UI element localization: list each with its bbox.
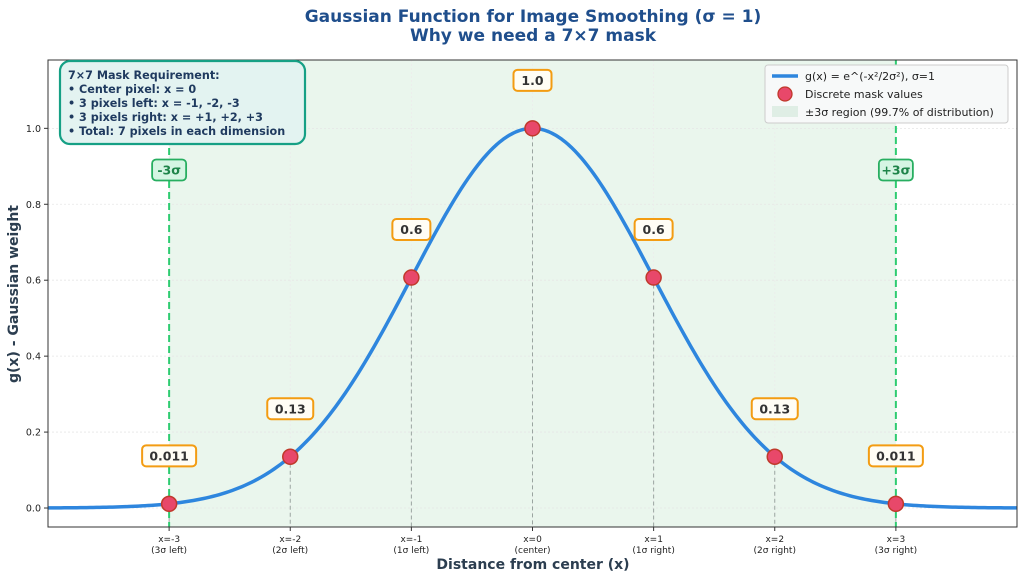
mask-point xyxy=(160,495,178,513)
chart-subtitle: Why we need a 7×7 mask xyxy=(410,26,657,46)
mask-point xyxy=(766,448,783,466)
value-label-box xyxy=(867,444,924,468)
info-box-line: • 3 pixels left: x = -1, -2, -3 xyxy=(68,97,240,110)
y-tick-label: 1.0 xyxy=(26,124,41,135)
info-box: 7×7 Mask Requirement:• Center pixel: x =… xyxy=(58,59,307,146)
mask-point xyxy=(887,495,905,513)
sigma-label: +3σ xyxy=(877,158,914,182)
info-box-line: • Total: 7 pixels in each dimension xyxy=(68,125,285,138)
legend-points-swatch xyxy=(777,86,793,102)
legend-frame xyxy=(764,64,1009,124)
y-tick-label: 0.2 xyxy=(26,428,41,439)
value-label-box xyxy=(512,68,553,92)
legend-points-label: Discrete mask values xyxy=(805,88,923,101)
value-label: 0.6 xyxy=(391,218,432,242)
value-label-box xyxy=(141,444,198,468)
y-tick-label: 0.0 xyxy=(26,504,41,515)
y-tick-label: 0.4 xyxy=(26,352,41,363)
y-axis-label: g(x) - Gaussian weight xyxy=(6,205,22,383)
x-tick-sublabel: (center) xyxy=(515,546,551,556)
mask-point xyxy=(282,448,299,466)
x-tick-sublabel: (3σ left) xyxy=(151,546,187,556)
value-label-text: 0.6 xyxy=(643,222,665,237)
x-tick-label: x=2 xyxy=(765,535,784,545)
mask-point xyxy=(524,120,541,137)
legend-region-label: ±3σ region (99.7% of distribution) xyxy=(805,106,994,119)
value-label-text: 1.0 xyxy=(521,73,543,88)
value-label-box xyxy=(391,218,432,242)
x-tick-sublabel: (1σ right) xyxy=(632,546,674,556)
x-tick-sublabel: (1σ left) xyxy=(393,546,429,556)
sigma-label-text: +3σ xyxy=(881,163,910,178)
sigma-label: -3σ xyxy=(151,158,188,182)
value-label: 0.13 xyxy=(266,397,315,421)
value-label-text: 0.6 xyxy=(400,222,422,237)
mask-point xyxy=(403,269,420,286)
sigma-label-box xyxy=(877,158,914,182)
legend-curve-label: g(x) = e^(-x²/2σ²), σ=1 xyxy=(805,70,935,83)
info-box-line: 7×7 Mask Requirement: xyxy=(68,69,220,82)
info-box-line: • 3 pixels right: x = +1, +2, +3 xyxy=(68,111,263,124)
sigma-label-text: -3σ xyxy=(157,163,181,178)
info-box-line: • Center pixel: x = 0 xyxy=(68,83,196,96)
x-tick-sublabel: (2σ left) xyxy=(272,546,308,556)
x-axis-label: Distance from center (x) xyxy=(436,557,629,573)
x-tick-label: x=-2 xyxy=(279,535,301,545)
plot-area: 0.011 0.13 0.6 1.0 0.6 0.13 0.011 -3σ +3σ 0.0 0.2 0… xyxy=(26,59,1018,556)
y-tick-label: 0.8 xyxy=(26,200,41,211)
x-tick-sublabel: (2σ right) xyxy=(754,546,796,556)
value-label-text: 0.011 xyxy=(876,448,916,463)
x-tick-label: x=1 xyxy=(644,535,663,545)
x-tick-sublabel: (3σ right) xyxy=(875,546,917,556)
x-tick-label: x=3 xyxy=(887,535,906,545)
value-label: 0.011 xyxy=(141,444,198,468)
value-label-box xyxy=(750,397,799,421)
value-label-box xyxy=(266,397,315,421)
x-tick-label: x=-3 xyxy=(158,535,180,545)
value-label: 0.13 xyxy=(750,397,799,421)
x-tick-label: x=0 xyxy=(523,535,542,545)
value-label: 0.011 xyxy=(867,444,924,468)
y-tick-label: 0.6 xyxy=(26,276,41,287)
legend-region-swatch xyxy=(772,106,798,117)
value-label-text: 0.011 xyxy=(149,448,189,463)
info-box-frame xyxy=(58,59,307,146)
x-tick-label: x=-1 xyxy=(400,535,422,545)
value-label-text: 0.13 xyxy=(759,401,790,416)
value-label: 0.6 xyxy=(633,218,674,242)
mask-point xyxy=(645,269,662,286)
sigma-label-box xyxy=(151,158,188,182)
value-label-text: 0.13 xyxy=(275,401,306,416)
legend: g(x) = e^(-x²/2σ²), σ=1 Discrete mask val… xyxy=(764,64,1009,124)
value-label: 1.0 xyxy=(512,68,553,92)
chart-title: Gaussian Function for Image Smoothing (σ… xyxy=(305,7,762,27)
value-label-box xyxy=(633,218,674,242)
